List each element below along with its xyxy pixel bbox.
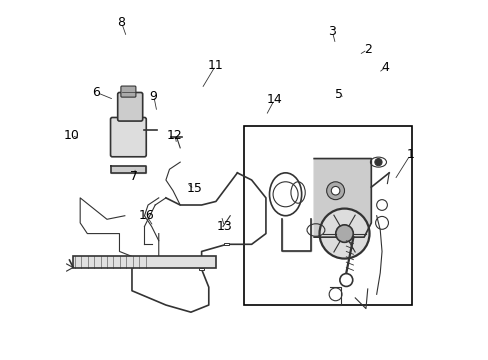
Polygon shape [282, 219, 310, 251]
Circle shape [335, 225, 352, 242]
Text: 7: 7 [129, 170, 138, 183]
Polygon shape [111, 166, 145, 173]
Text: 9: 9 [149, 90, 157, 103]
FancyBboxPatch shape [110, 117, 146, 157]
Text: 3: 3 [327, 25, 335, 38]
Text: 15: 15 [186, 183, 202, 195]
Bar [244, 126, 411, 305]
Text: 11: 11 [207, 59, 224, 72]
Text: 12: 12 [166, 129, 183, 142]
Text: 2: 2 [363, 43, 371, 56]
FancyBboxPatch shape [118, 93, 142, 121]
Text: 16: 16 [138, 209, 154, 222]
Bar [73, 256, 216, 269]
Text: 5: 5 [334, 88, 343, 101]
FancyBboxPatch shape [121, 86, 136, 97]
Bar [198, 268, 204, 270]
Polygon shape [313, 158, 370, 237]
Text: 13: 13 [217, 220, 232, 233]
Text: 1: 1 [406, 148, 414, 162]
Bar [224, 243, 229, 246]
Text: 8: 8 [117, 16, 125, 29]
Circle shape [326, 182, 344, 200]
Text: 6: 6 [92, 86, 100, 99]
Ellipse shape [290, 182, 305, 203]
Circle shape [331, 186, 339, 195]
Circle shape [319, 208, 369, 258]
Text: 14: 14 [266, 93, 282, 106]
Text: 10: 10 [63, 129, 79, 142]
Circle shape [374, 158, 381, 166]
Text: 4: 4 [381, 61, 389, 74]
